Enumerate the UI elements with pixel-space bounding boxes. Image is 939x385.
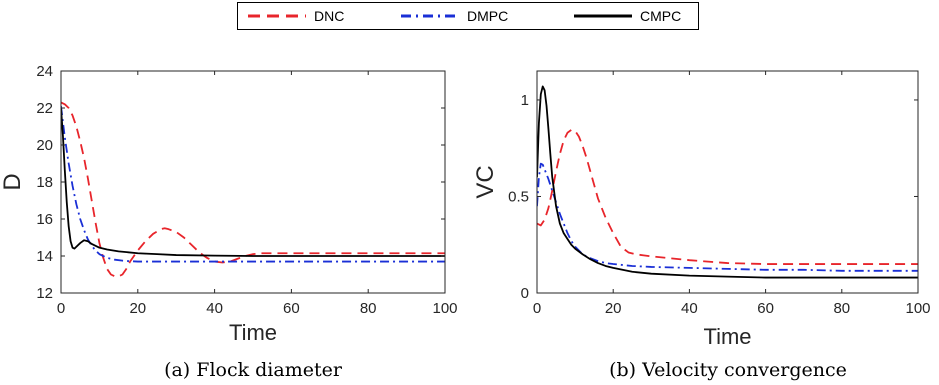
- plot-area-frame-b: [536, 70, 919, 294]
- legend: DNC DMPC CMPC: [237, 2, 699, 30]
- y-tick-label-a: 20: [36, 137, 53, 154]
- x-axis-label-a: Time: [229, 320, 277, 345]
- y-axis-label-a: D: [0, 173, 26, 190]
- x-tick-label-a: 0: [57, 300, 65, 317]
- legend-label-dnc: DNC: [314, 8, 344, 24]
- series-line-dmpc-a: [61, 106, 445, 263]
- subfigure-caption-b: (b) Velocity convergence: [609, 359, 847, 381]
- y-tick-label-a: 16: [36, 211, 53, 228]
- chart-flock-diameter: 0 20 40 60 80 100 12 14 16 18 20 22 24 Time D (a) Flock…: [0, 63, 458, 381]
- x-tick-label-b: 100: [905, 300, 930, 317]
- x-tick-label-a: 100: [432, 300, 457, 317]
- series-line-dmpc-b: [537, 162, 918, 272]
- y-tick-label-b: 0: [521, 285, 529, 302]
- x-tick-label-a: 20: [129, 300, 146, 317]
- x-tick-label-b: 20: [605, 300, 622, 317]
- x-tick-label-a: 60: [283, 300, 300, 317]
- y-axis-label-b: VC: [472, 165, 499, 198]
- series-line-dnc-b: [537, 128, 918, 265]
- series-line-cmpc-b: [537, 85, 918, 279]
- x-tick-label-b: 40: [681, 300, 698, 317]
- x-tick-label-b: 80: [833, 300, 850, 317]
- x-tick-label-a: 80: [360, 300, 377, 317]
- y-tick-label-a: 18: [36, 174, 53, 191]
- legend-label-dmpc: DMPC: [467, 8, 508, 24]
- y-tick-label-a: 14: [36, 248, 53, 265]
- subfigure-caption-a: (a) Flock diameter: [164, 359, 343, 381]
- chart-velocity-convergence: 0 20 40 60 80 100 0 0.5 1 Time VC (b) Velocity conv…: [472, 70, 931, 381]
- legend-label-cmpc: CMPC: [640, 8, 681, 24]
- x-tick-label-b: 0: [533, 300, 541, 317]
- series-line-dnc-a: [61, 101, 445, 278]
- series-line-cmpc-a: [61, 107, 445, 257]
- y-tick-label-a: 24: [36, 63, 53, 80]
- y-tick-label-b: 0.5: [508, 188, 529, 205]
- x-axis-label-b: Time: [703, 324, 751, 349]
- y-tick-label-a: 12: [36, 285, 53, 302]
- x-tick-label-b: 60: [757, 300, 774, 317]
- y-tick-label-b: 1: [521, 92, 529, 109]
- y-tick-label-a: 22: [36, 100, 53, 117]
- x-tick-label-a: 40: [206, 300, 223, 317]
